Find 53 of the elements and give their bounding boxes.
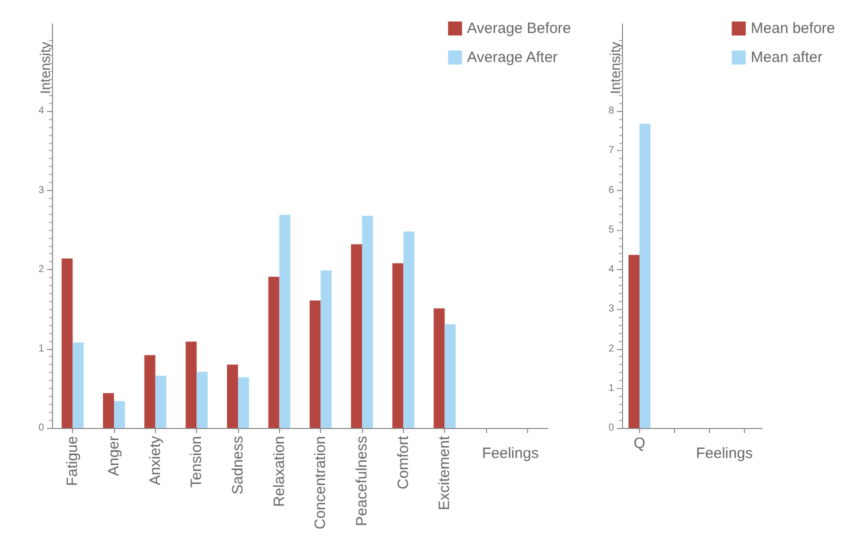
y-tick-label: 5 [608,224,614,236]
y-tick-label: 4 [38,106,44,117]
bar [392,263,404,428]
x-tick-label: Peacefulness [354,436,370,526]
bar [310,300,321,428]
bar [444,324,456,428]
x-tick-label: Relaxation [270,436,288,507]
x-tick-label: Comfort [394,435,412,490]
bar [320,270,332,428]
bar [434,308,445,428]
bar [186,342,197,428]
y-tick-label: 0 [38,422,44,434]
y-axis-title: Intensity [37,42,53,94]
y-tick-label: 8 [608,106,614,117]
x-tick-label: Tension [188,436,206,488]
bar [155,376,166,428]
legend-label: Mean before [750,20,836,37]
legend-label: Mean after [750,49,822,66]
bar [238,377,249,428]
x-tick-label: Fatigue [64,436,82,486]
bar [62,258,73,428]
legend-label: Average Before [467,20,572,37]
x-tick-label: Anxiety [146,436,164,486]
bar [227,364,238,428]
bar [403,232,414,428]
legend-label: Average After [467,49,558,66]
y-tick-label: 7 [608,145,614,156]
bar [268,276,280,428]
bar [114,401,125,428]
y-tick-label: 0 [608,422,614,434]
x-axis-title: Feelings [696,445,753,462]
bar [196,372,208,428]
x-tick-label: Q [634,435,646,452]
y-tick-label: 4 [608,264,614,276]
y-tick-label: 1 [38,343,44,354]
y-tick-label: 1 [608,382,614,394]
y-tick-label: 3 [38,184,44,196]
bar [103,393,114,428]
bar [351,244,362,428]
x-tick-label: Excitement [436,435,454,510]
y-tick-label: 2 [38,264,44,276]
x-tick-label: Sadness [230,436,246,494]
y-tick-label: 6 [608,184,614,196]
bar [144,355,156,428]
x-tick-label: Concentration [312,436,330,530]
x-tick-label: Anger [106,436,122,476]
y-tick-label: 2 [608,343,614,354]
y-axis-title: Intensity [607,42,623,94]
y-tick-label: 3 [608,304,614,315]
bar [72,342,84,428]
bar [279,214,290,428]
x-axis-title: Feelings [482,445,539,462]
bar [362,216,373,428]
